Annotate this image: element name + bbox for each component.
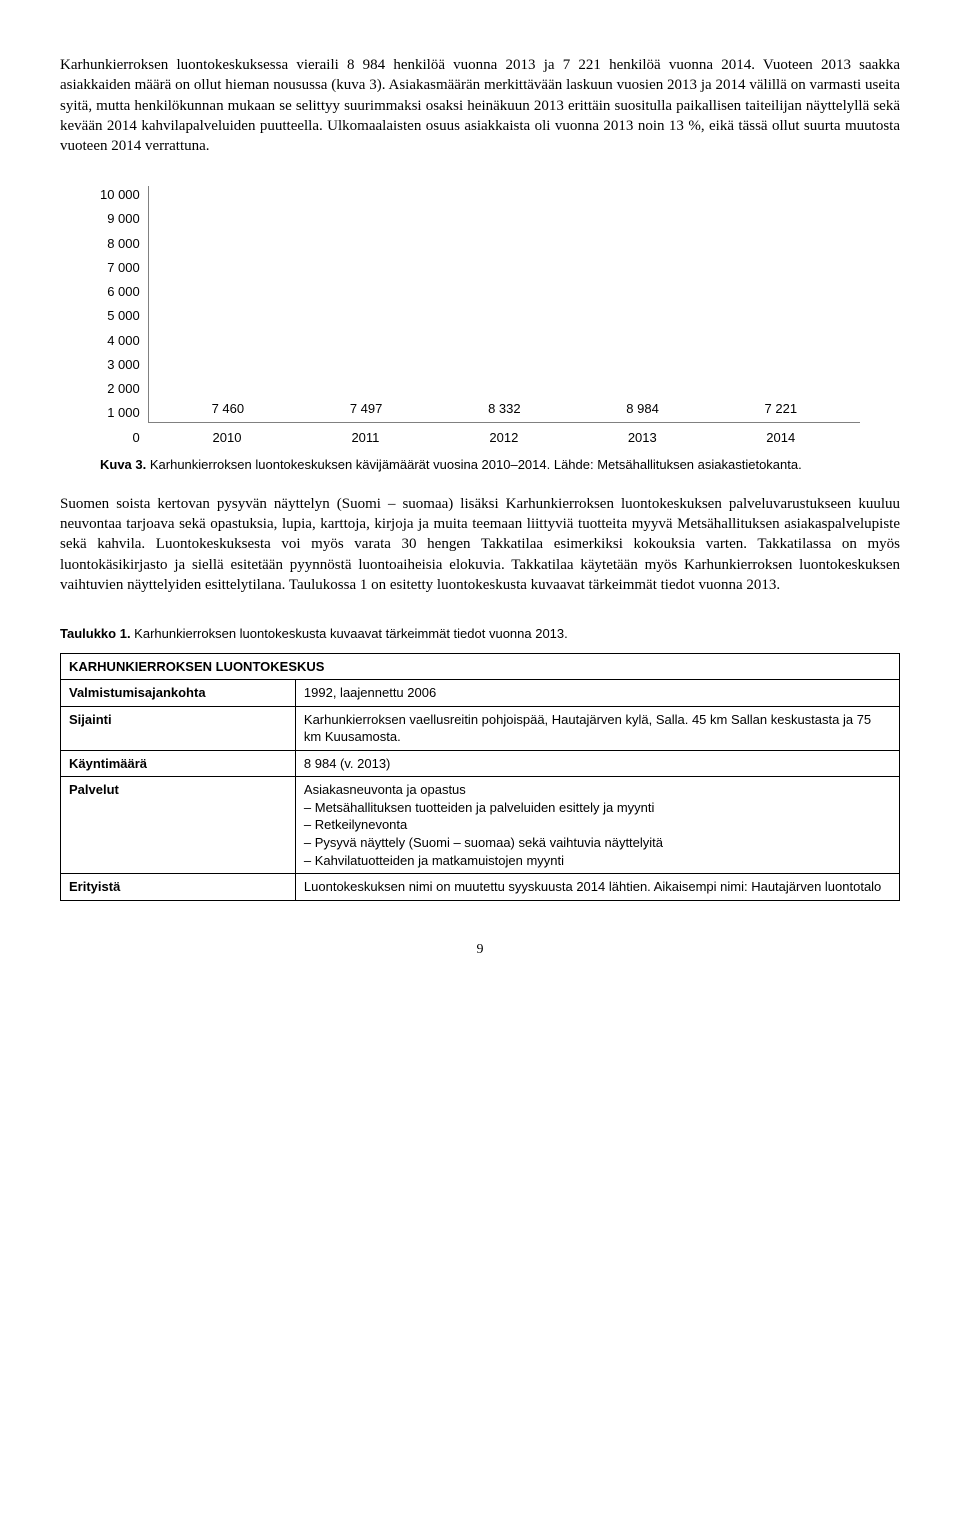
row-value: 1992, laajennettu 2006 — [295, 680, 899, 707]
page-number: 9 — [60, 941, 900, 960]
row-label: Palvelut — [61, 777, 296, 874]
bar-column: 8 984 — [587, 400, 698, 422]
table-header: KARHUNKIERROKSEN LUONTOKESKUS — [61, 653, 900, 680]
bar-column: 8 332 — [449, 400, 560, 422]
info-table: KARHUNKIERROKSEN LUONTOKESKUS Valmistumi… — [60, 653, 900, 901]
y-axis: 10 000 9 000 8 000 7 000 6 000 5 000 4 000 3 00… — [100, 186, 148, 446]
row-value: Karhunkierroksen vaellusreitin pohjoispä… — [295, 706, 899, 750]
x-tick: 2011 — [310, 429, 421, 447]
intro-paragraph-1: Karhunkierroksen luontokeskuksessa viera… — [60, 55, 900, 156]
y-tick: 3 000 — [107, 356, 140, 374]
table-row: PalvelutAsiakasneuvonta ja opastusMetsäh… — [61, 777, 900, 874]
y-tick: 0 — [133, 429, 140, 447]
y-tick: 2 000 — [107, 380, 140, 398]
row-label: Käyntimäärä — [61, 750, 296, 777]
bar-column: 7 497 — [311, 400, 422, 422]
table-title-text: Karhunkierroksen luontokeskusta kuvaavat… — [131, 626, 568, 641]
table-title-label: Taulukko 1. — [60, 626, 131, 641]
y-tick: 6 000 — [107, 283, 140, 301]
x-tick: 2014 — [725, 429, 836, 447]
intro-paragraph-2: Suomen soista kertovan pysyvän näyttelyn… — [60, 494, 900, 595]
x-axis: 2010 2011 2012 2013 2014 — [148, 423, 860, 447]
y-tick: 8 000 — [107, 235, 140, 253]
plot-area: 7 460 7 497 8 332 8 984 7 221 — [148, 186, 860, 422]
list-item: Metsähallituksen tuotteiden ja palveluid… — [304, 799, 891, 817]
list-item: Pysyvä näyttely (Suomi – suomaa) sekä va… — [304, 834, 891, 852]
x-tick: 2013 — [587, 429, 698, 447]
bar-column: 7 221 — [726, 400, 837, 422]
y-tick: 10 000 — [100, 186, 140, 204]
y-tick: 7 000 — [107, 259, 140, 277]
y-tick: 9 000 — [107, 210, 140, 228]
x-tick: 2010 — [172, 429, 283, 447]
list-item: Kahvilatuotteiden ja matkamuistojen myyn… — [304, 852, 891, 870]
list-item: Retkeilynevonta — [304, 816, 891, 834]
row-label: Valmistumisajankohta — [61, 680, 296, 707]
table-row: Valmistumisajankohta1992, laajennettu 20… — [61, 680, 900, 707]
y-tick: 1 000 — [107, 404, 140, 422]
chart-caption: Kuva 3. Karhunkierroksen luontokeskuksen… — [100, 456, 860, 474]
caption-label: Kuva 3. — [100, 457, 146, 472]
table-title: Taulukko 1. Karhunkierroksen luontokesku… — [60, 625, 900, 643]
bar-value-label: 8 984 — [626, 400, 659, 418]
x-tick: 2012 — [448, 429, 559, 447]
table-row: Käyntimäärä8 984 (v. 2013) — [61, 750, 900, 777]
y-tick: 4 000 — [107, 332, 140, 350]
visitor-chart: 10 000 9 000 8 000 7 000 6 000 5 000 4 000 3 00… — [100, 186, 860, 446]
y-tick: 5 000 — [107, 307, 140, 325]
bar-value-label: 7 460 — [212, 400, 245, 418]
table-row: ErityistäLuontokeskuksen nimi on muutett… — [61, 874, 900, 901]
row-label: Sijainti — [61, 706, 296, 750]
row-value: Asiakasneuvonta ja opastusMetsähallituks… — [295, 777, 899, 874]
row-value: Luontokeskuksen nimi on muutettu syyskuu… — [295, 874, 899, 901]
bar-column: 7 460 — [173, 400, 284, 422]
bar-value-label: 8 332 — [488, 400, 521, 418]
bar-value-label: 7 221 — [765, 400, 798, 418]
caption-text: Karhunkierroksen luontokeskuksen kävijäm… — [146, 457, 801, 472]
bar-value-label: 7 497 — [350, 400, 383, 418]
table-row: SijaintiKarhunkierroksen vaellusreitin p… — [61, 706, 900, 750]
row-label: Erityistä — [61, 874, 296, 901]
row-value: 8 984 (v. 2013) — [295, 750, 899, 777]
